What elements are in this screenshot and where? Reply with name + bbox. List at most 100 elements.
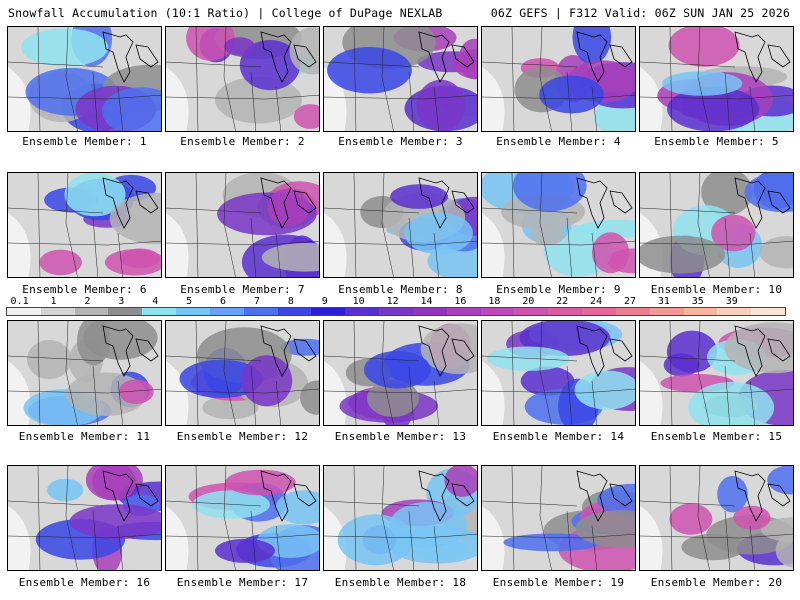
great-lakes-outline: [734, 31, 791, 83]
legend-tick-label: 4: [152, 296, 159, 307]
snowfall-map: [8, 27, 161, 131]
snowfall-map: [482, 321, 635, 425]
ensemble-member-label: Ensemble Member: 14: [492, 430, 625, 443]
state-borders: [8, 466, 161, 570]
ensemble-member-label: Ensemble Member: 18: [334, 576, 467, 589]
great-lakes-outline: [576, 31, 633, 83]
snowfall-map: [324, 321, 477, 425]
snowfall-map: [8, 466, 161, 570]
legend-swatch: [311, 308, 346, 315]
ensemble-map-panel: [323, 172, 478, 278]
legend-swatch: [615, 308, 650, 315]
great-lakes-outline: [260, 31, 317, 83]
snowfall-map: [8, 173, 161, 277]
great-lakes-outline: [260, 177, 317, 229]
snowfall-map: [640, 466, 793, 570]
great-lakes-outline: [576, 325, 633, 377]
legend-tick-label: 27: [623, 296, 637, 307]
ensemble-map-panel: [639, 465, 794, 571]
snowfall-map: [324, 173, 477, 277]
state-borders: [8, 321, 161, 425]
state-borders: [324, 173, 477, 277]
ensemble-map-panel: [323, 465, 478, 571]
ensemble-member-label: Ensemble Member: 20: [650, 576, 783, 589]
legend-tick-label: 12: [386, 296, 399, 307]
legend-tick-label: 35: [691, 296, 704, 307]
legend-tick-label: 7: [253, 296, 260, 307]
legend-tick-label: 20: [522, 296, 535, 307]
legend-tick-label: 39: [725, 296, 738, 307]
legend-swatch: [446, 308, 481, 315]
ensemble-map-panel: [323, 26, 478, 132]
legend-tick-label: 1: [50, 296, 57, 307]
legend-tick-label: 0.1: [10, 296, 29, 307]
legend-swatch: [108, 308, 143, 315]
ensemble-map-panel: [481, 26, 636, 132]
state-borders: [640, 27, 793, 131]
great-lakes-outline: [734, 325, 791, 377]
legend-tick-label: 16: [454, 296, 467, 307]
ensemble-member-label: Ensemble Member: 6: [22, 283, 147, 296]
great-lakes-outline: [576, 177, 633, 229]
great-lakes-outline: [260, 470, 317, 522]
great-lakes-outline: [102, 31, 159, 83]
map-header: Snowfall Accumulation (10:1 Ratio) | Col…: [0, 0, 800, 22]
ensemble-member-label: Ensemble Member: 16: [18, 576, 151, 589]
snowfall-map: [640, 27, 793, 131]
legend-swatch: [412, 308, 447, 315]
ensemble-map-panel: [481, 465, 636, 571]
legend-swatch: [683, 308, 718, 315]
legend-swatch: [277, 308, 312, 315]
great-lakes-outline: [102, 325, 159, 377]
legend-tick-label: 10: [352, 296, 365, 307]
run-info: 06Z GEFS | F312 Valid: 06Z SUN JAN 25 20…: [490, 6, 790, 20]
ensemble-map-panel: [7, 320, 162, 426]
state-borders: [640, 321, 793, 425]
state-borders: [482, 466, 635, 570]
legend-swatch: [548, 308, 583, 315]
snowfall-map: [640, 321, 793, 425]
ensemble-member-label: Ensemble Member: 17: [176, 576, 309, 589]
state-borders: [482, 173, 635, 277]
great-lakes-outline: [418, 325, 475, 377]
legend-swatch: [209, 308, 244, 315]
snowfall-map: [482, 466, 635, 570]
legend-swatch: [345, 308, 380, 315]
legend-tick-label: 2: [84, 296, 91, 307]
state-borders: [324, 27, 477, 131]
legend-tick-label: 31: [657, 296, 670, 307]
great-lakes-outline: [418, 177, 475, 229]
legend-tick-label: 3: [118, 296, 125, 307]
legend-tick-label: 24: [590, 296, 603, 307]
ensemble-member-label: Ensemble Member: 12: [176, 430, 309, 443]
legend-swatch: [582, 308, 616, 315]
great-lakes-outline: [418, 31, 475, 83]
state-borders: [166, 173, 319, 277]
ensemble-map-panel: [639, 320, 794, 426]
legend-swatch: [243, 308, 278, 315]
ensemble-map-panel: [481, 320, 636, 426]
ensemble-map-panel: [165, 172, 320, 278]
snowfall-map: [482, 27, 635, 131]
snowfall-map: [166, 27, 319, 131]
legend-swatch: [176, 308, 210, 315]
legend-swatch: [751, 308, 786, 315]
great-lakes-outline: [734, 470, 791, 522]
state-borders: [166, 466, 319, 570]
state-borders: [482, 27, 635, 131]
great-lakes-outline: [734, 177, 791, 229]
ensemble-map-panel: [165, 465, 320, 571]
ensemble-member-label: Ensemble Member: 7: [180, 283, 305, 296]
ensemble-map-panel: [165, 320, 320, 426]
state-borders: [482, 321, 635, 425]
ensemble-map-panel: [165, 26, 320, 132]
legend-tick-label: 6: [220, 296, 227, 307]
snowfall-map: [166, 321, 319, 425]
snowfall-map: [324, 27, 477, 131]
great-lakes-outline: [102, 177, 159, 229]
legend-swatch: [514, 308, 549, 315]
legend-swatch: [74, 308, 109, 315]
ensemble-member-label: Ensemble Member: 19: [492, 576, 625, 589]
legend-tick-label: 9: [321, 296, 328, 307]
ensemble-member-label: Ensemble Member: 8: [338, 283, 463, 296]
